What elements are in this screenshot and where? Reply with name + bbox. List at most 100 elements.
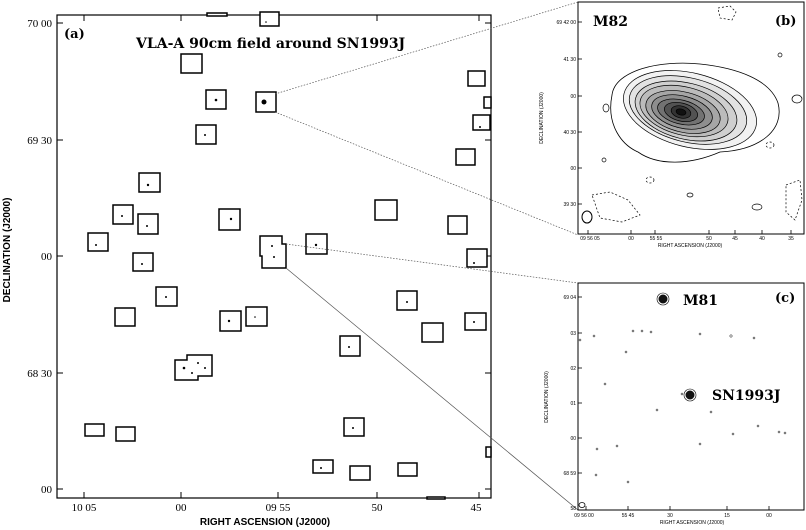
facet-box bbox=[259, 235, 287, 269]
panel-b-ticks bbox=[578, 21, 792, 234]
facet-box bbox=[426, 496, 446, 500]
m82-contours bbox=[601, 52, 803, 211]
panel-b-xtick: 09 56 05 bbox=[580, 236, 600, 242]
facet-box bbox=[259, 11, 280, 27]
facet-box bbox=[421, 322, 444, 343]
panel-a-label: (a) bbox=[64, 27, 85, 42]
beam-ellipse bbox=[581, 210, 593, 224]
panel-c-m81-label: M81 bbox=[683, 293, 718, 309]
panel-a-ytick: 69 30 bbox=[27, 135, 52, 147]
sn1993j-source bbox=[685, 390, 695, 400]
facet-box bbox=[343, 417, 365, 437]
panel-a-xtick: 45 bbox=[471, 502, 483, 514]
panel-b-label: (b) bbox=[775, 14, 796, 29]
panel-c-xtick: 55 45 bbox=[622, 513, 635, 519]
panel-a-ytick: 00 bbox=[41, 251, 53, 263]
panel-a-xtick: 50 bbox=[372, 502, 384, 514]
facet-box bbox=[396, 290, 418, 311]
sn1993j-contour bbox=[683, 388, 697, 402]
panel-a-ytick: 00 bbox=[41, 484, 53, 496]
facet-box bbox=[112, 204, 134, 225]
panel-c-ytick: 01 bbox=[570, 401, 576, 407]
panel-c-ytick: 69 04 bbox=[563, 295, 576, 301]
facet-box bbox=[137, 213, 159, 235]
facet-box bbox=[467, 70, 486, 87]
facet-box bbox=[349, 465, 371, 481]
panel-a-ytick: 68 30 bbox=[27, 368, 52, 380]
facet-box bbox=[132, 252, 154, 272]
facet-box bbox=[472, 114, 491, 131]
panel-b-xtick: 40 bbox=[759, 236, 765, 242]
panel-a: 70 00 69 30 00 68 30 00 10 05 00 09 55 5… bbox=[2, 11, 492, 528]
facet-box bbox=[397, 462, 418, 477]
panel-c-ytick: 02 bbox=[570, 366, 576, 372]
zoom-connectors bbox=[274, 1, 579, 284]
panel-a-xtick: 10 05 bbox=[72, 502, 97, 514]
panel-a-xtick: 09 55 bbox=[266, 502, 291, 514]
facet-box bbox=[312, 459, 334, 474]
facet-box bbox=[115, 426, 136, 442]
panel-b-source-label: M82 bbox=[593, 14, 628, 30]
m81-contour bbox=[656, 292, 670, 306]
panel-c-ytick: 58 bbox=[570, 506, 576, 512]
source-dots bbox=[95, 21, 481, 469]
facet-box bbox=[218, 208, 241, 231]
facet-boxes bbox=[84, 11, 492, 500]
faint-sources bbox=[578, 329, 787, 484]
panel-a-ylabel: DECLINATION (J2000) bbox=[2, 198, 13, 303]
panel-b-ytick: 40 30 bbox=[563, 130, 576, 136]
facet-box bbox=[206, 12, 228, 17]
panel-b-xtick: 35 bbox=[788, 236, 794, 242]
panel-b-ytick: 39 30 bbox=[563, 202, 576, 208]
panel-c-xlabel: RIGHT ASCENSION (J2000) bbox=[660, 520, 725, 526]
facet-box bbox=[245, 306, 268, 327]
panel-c-xtick: 30 bbox=[667, 513, 673, 519]
facet-box bbox=[464, 312, 487, 331]
facet-box bbox=[195, 124, 217, 145]
panel-c-ytick: 68 59 bbox=[563, 471, 576, 477]
beam-ellipse bbox=[578, 502, 586, 508]
panel-a-xtick: 00 bbox=[176, 502, 188, 514]
panel-c-ytick: 00 bbox=[570, 436, 576, 442]
facet-box bbox=[374, 199, 398, 221]
panel-c-ticks bbox=[578, 296, 770, 510]
panel-b-ytick: 69 42 00 bbox=[557, 20, 577, 26]
m82-negative-contours bbox=[591, 5, 803, 223]
facet-box bbox=[180, 53, 203, 74]
facet-box bbox=[339, 335, 361, 357]
panel-b: 69 42 00 41 30 00 40 30 00 39 30 09 56 0… bbox=[539, 1, 805, 249]
panel-c-xtick: 00 bbox=[766, 513, 772, 519]
panel-c-ytick: 03 bbox=[570, 331, 576, 337]
facet-box bbox=[219, 310, 242, 332]
panel-b-xtick: 55 55 bbox=[650, 236, 663, 242]
facet-box bbox=[138, 172, 161, 193]
panel-c: 69 04 03 02 01 00 68 59 58 09 56 00 55 4… bbox=[544, 282, 805, 526]
facet-box bbox=[84, 423, 105, 437]
panel-b-ytick: 00 bbox=[570, 166, 576, 172]
facet-box bbox=[447, 215, 468, 235]
panel-c-xtick: 15 bbox=[724, 513, 730, 519]
panel-a-ytick: 70 00 bbox=[27, 18, 52, 30]
panel-b-xtick: 45 bbox=[732, 236, 738, 242]
panel-b-xtick: 00 bbox=[628, 236, 634, 242]
zoom-connectors-solid bbox=[285, 267, 579, 511]
m81-source bbox=[658, 294, 668, 304]
panel-c-ylabel: DECLINATION (J2000) bbox=[544, 371, 550, 423]
facet-box bbox=[87, 232, 109, 252]
facet-box bbox=[455, 148, 476, 166]
panel-c-xtick: 09 56 00 bbox=[574, 513, 594, 519]
facet-box bbox=[483, 96, 492, 109]
facet-box bbox=[466, 248, 488, 268]
panel-a-xlabel: RIGHT ASCENSION (J2000) bbox=[200, 517, 330, 528]
panel-b-ylabel: DECLINATION (J2000) bbox=[539, 92, 545, 144]
facet-box bbox=[485, 446, 492, 458]
panel-c-label: (c) bbox=[775, 291, 795, 306]
panel-b-xtick: 50 bbox=[706, 236, 712, 242]
panel-c-sn1993j-label: SN1993J bbox=[712, 388, 781, 404]
panel-b-ytick: 00 bbox=[570, 94, 576, 100]
facet-box bbox=[114, 307, 136, 327]
panel-a-title: VLA-A 90cm field around SN1993J bbox=[135, 36, 406, 52]
facet-box bbox=[174, 354, 213, 381]
panel-b-xlabel: RIGHT ASCENSION (J2000) bbox=[658, 243, 723, 249]
